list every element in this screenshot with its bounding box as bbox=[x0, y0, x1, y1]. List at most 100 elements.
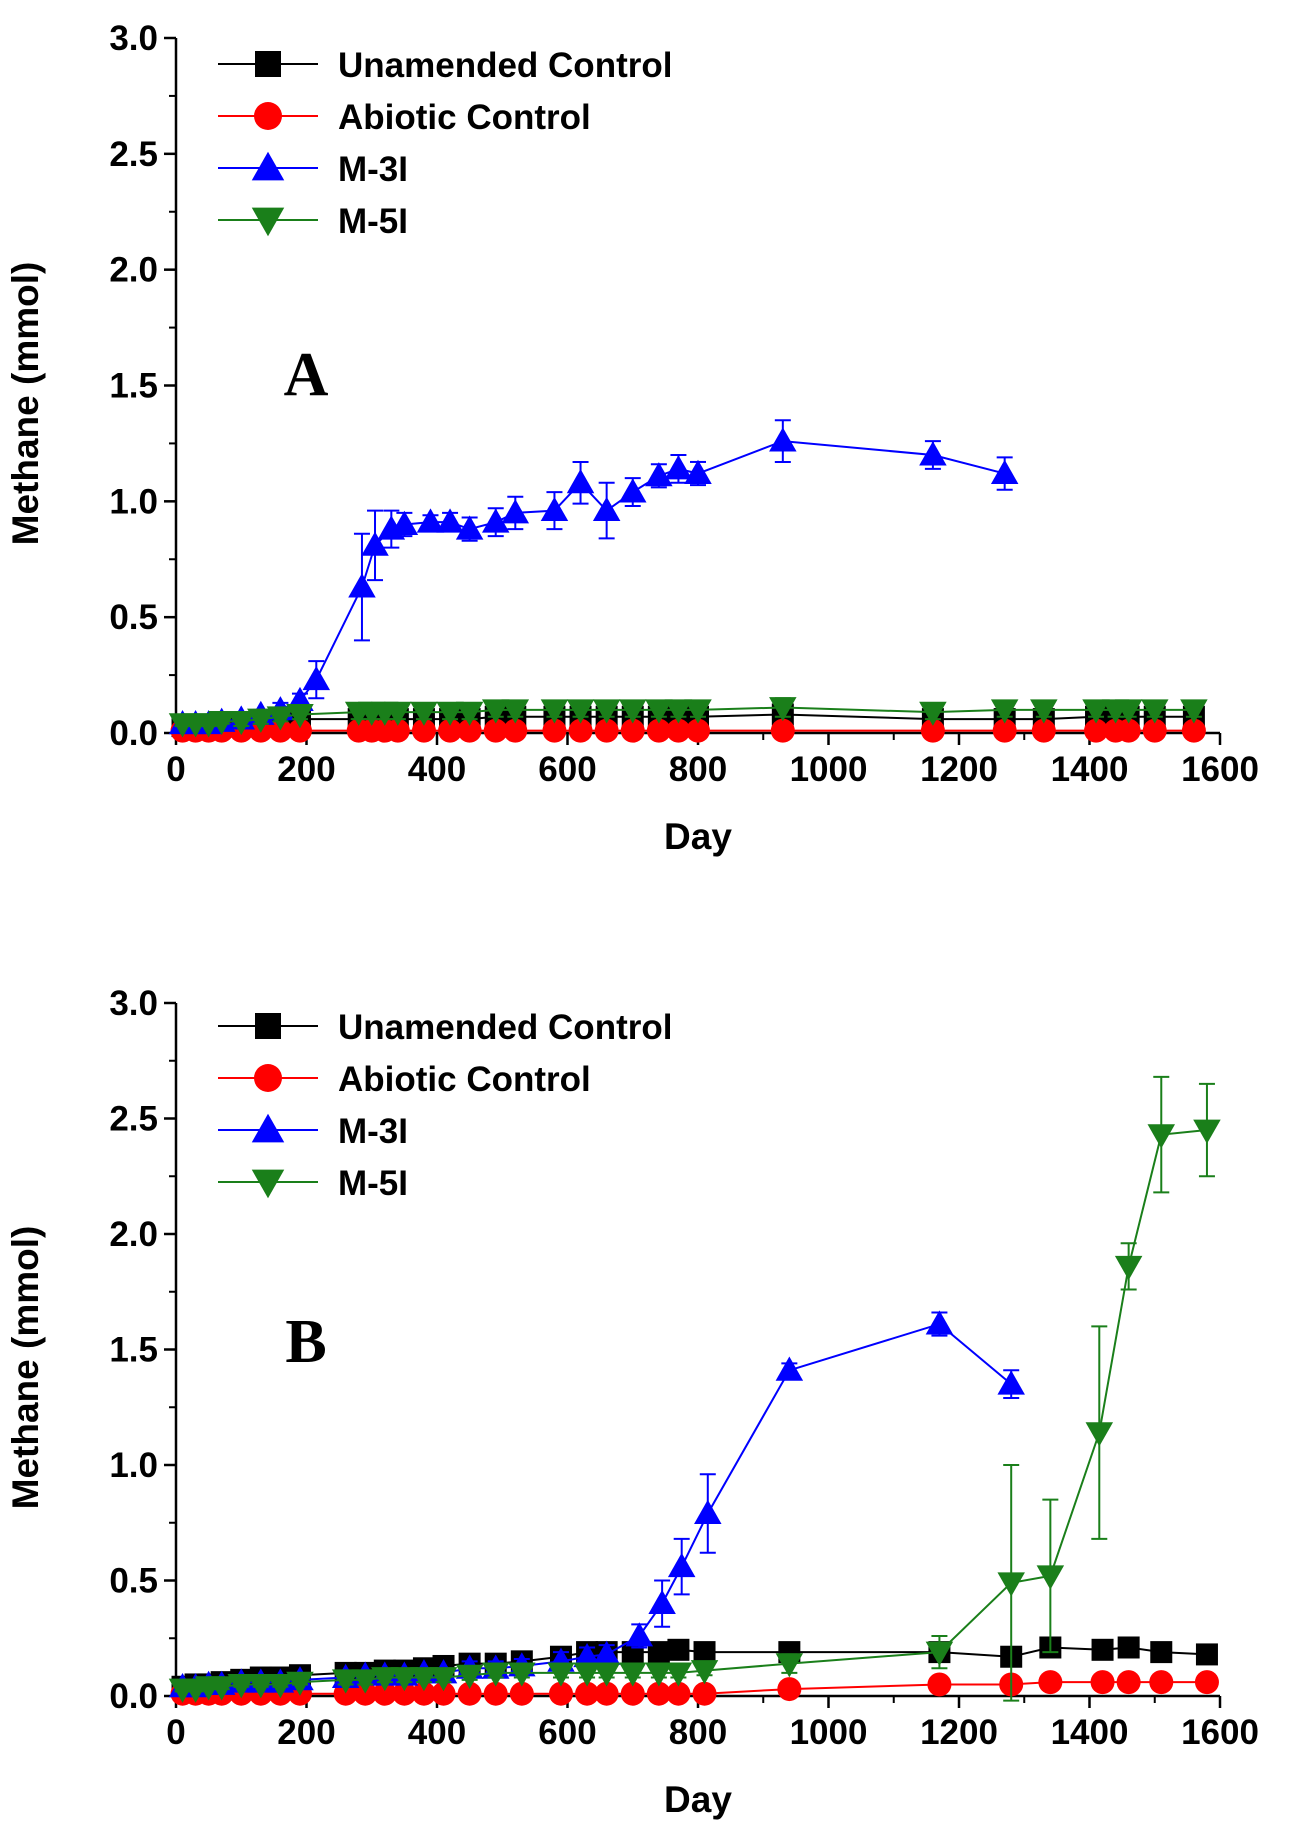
data-point bbox=[1117, 1636, 1140, 1659]
data-point bbox=[592, 1640, 621, 1665]
series-m-5i bbox=[168, 697, 1208, 738]
y-tick-label: 2.5 bbox=[109, 1100, 158, 1139]
data-point bbox=[429, 1667, 458, 1692]
data-point bbox=[410, 701, 438, 726]
data-point bbox=[481, 699, 510, 724]
series-m-3i bbox=[168, 419, 1019, 735]
data-point bbox=[620, 718, 645, 743]
data-point bbox=[411, 718, 436, 743]
data-point bbox=[1085, 1422, 1114, 1447]
legend-item: Unamended Control bbox=[218, 1008, 672, 1047]
series-m-5i bbox=[168, 1075, 1221, 1703]
legend-label: Unamended Control bbox=[338, 46, 672, 85]
legend-label: M-3I bbox=[338, 150, 408, 189]
x-tick-label: 1000 bbox=[790, 1713, 868, 1752]
series-line bbox=[182, 1129, 1208, 1691]
data-point bbox=[990, 459, 1019, 484]
legend-item: M-3I bbox=[218, 150, 408, 189]
x-tick-label: 400 bbox=[408, 750, 466, 789]
data-point bbox=[483, 1681, 508, 1706]
x-tick-label: 0 bbox=[166, 1713, 185, 1752]
data-point bbox=[925, 1641, 954, 1666]
data-point bbox=[592, 699, 621, 724]
x-axis-title: Day bbox=[664, 816, 732, 857]
data-point bbox=[619, 1662, 647, 1687]
data-point bbox=[693, 1641, 716, 1664]
data-point bbox=[690, 1660, 719, 1685]
data-point bbox=[646, 718, 671, 743]
data-point bbox=[287, 718, 312, 743]
data-point bbox=[620, 1681, 645, 1706]
data-point bbox=[684, 699, 712, 724]
data-point bbox=[455, 1664, 484, 1689]
data-point bbox=[666, 718, 691, 743]
data-point bbox=[686, 718, 710, 743]
data-point bbox=[619, 699, 647, 724]
data-point bbox=[1142, 718, 1167, 743]
data-point bbox=[775, 1356, 804, 1381]
x-tick-label: 0 bbox=[166, 750, 185, 789]
data-point bbox=[997, 1572, 1025, 1597]
y-tick-label: 3.0 bbox=[109, 19, 158, 58]
data-point bbox=[207, 1676, 236, 1701]
x-tick-label: 1600 bbox=[1181, 1713, 1259, 1752]
data-point bbox=[1114, 699, 1143, 724]
y-tick-label: 0.5 bbox=[109, 598, 158, 637]
data-point bbox=[619, 478, 647, 503]
data-point bbox=[666, 1681, 691, 1706]
series-line bbox=[182, 440, 1005, 725]
data-point bbox=[542, 718, 567, 743]
y-tick-label: 2.0 bbox=[109, 251, 158, 290]
data-point bbox=[1147, 1124, 1176, 1149]
data-point bbox=[351, 1669, 379, 1694]
x-tick-label: 600 bbox=[538, 750, 596, 789]
data-point bbox=[227, 710, 255, 736]
data-point bbox=[455, 701, 484, 726]
legend-label: Abiotic Control bbox=[338, 98, 591, 137]
data-point bbox=[410, 1667, 438, 1692]
legend-label: M-5I bbox=[338, 202, 408, 241]
data-point bbox=[594, 1681, 619, 1706]
x-tick-label: 1200 bbox=[920, 750, 998, 789]
data-point bbox=[385, 718, 410, 743]
data-point bbox=[625, 1622, 654, 1647]
data-point bbox=[1091, 1638, 1114, 1661]
legend-marker bbox=[255, 51, 281, 77]
data-point bbox=[266, 706, 295, 731]
legend-marker bbox=[255, 1013, 281, 1039]
x-tick-label: 1200 bbox=[920, 1713, 998, 1752]
legend-item: Unamended Control bbox=[218, 46, 672, 85]
x-tick-label: 800 bbox=[669, 750, 727, 789]
data-point bbox=[286, 704, 314, 729]
data-point bbox=[664, 699, 693, 724]
data-point bbox=[207, 710, 236, 736]
data-point bbox=[390, 510, 419, 535]
legend-marker bbox=[251, 1113, 285, 1143]
data-point bbox=[540, 496, 569, 522]
data-point bbox=[694, 1499, 722, 1524]
data-point bbox=[769, 427, 797, 452]
legend: Unamended Control Abiotic Control M-3I M-5I bbox=[218, 46, 672, 241]
data-point bbox=[501, 699, 530, 724]
panel-a: 0.0 0.5 1.0 1.5 2.0 2.5 3.0 0 200 400 600 800 1000 12… bbox=[5, 19, 1259, 857]
data-point bbox=[1149, 1670, 1174, 1695]
data-point bbox=[692, 1681, 717, 1706]
data-point bbox=[438, 718, 463, 743]
panel-label: B bbox=[285, 1308, 326, 1376]
data-point bbox=[392, 1681, 417, 1706]
legend-item: Abiotic Control bbox=[218, 1060, 591, 1099]
series-abiotic-control bbox=[170, 1670, 1219, 1706]
x-tick-label: 1000 bbox=[790, 750, 868, 789]
data-point bbox=[457, 718, 482, 743]
data-point bbox=[1082, 699, 1110, 724]
data-point bbox=[575, 1681, 600, 1706]
data-point bbox=[1031, 718, 1056, 743]
data-point bbox=[1038, 1670, 1063, 1695]
data-point bbox=[372, 1681, 397, 1706]
data-point bbox=[247, 1674, 275, 1699]
x-tick-label: 1400 bbox=[1051, 1713, 1129, 1752]
data-point bbox=[664, 455, 693, 480]
y-tick-label: 1.5 bbox=[109, 367, 158, 406]
legend-marker bbox=[251, 1169, 285, 1199]
